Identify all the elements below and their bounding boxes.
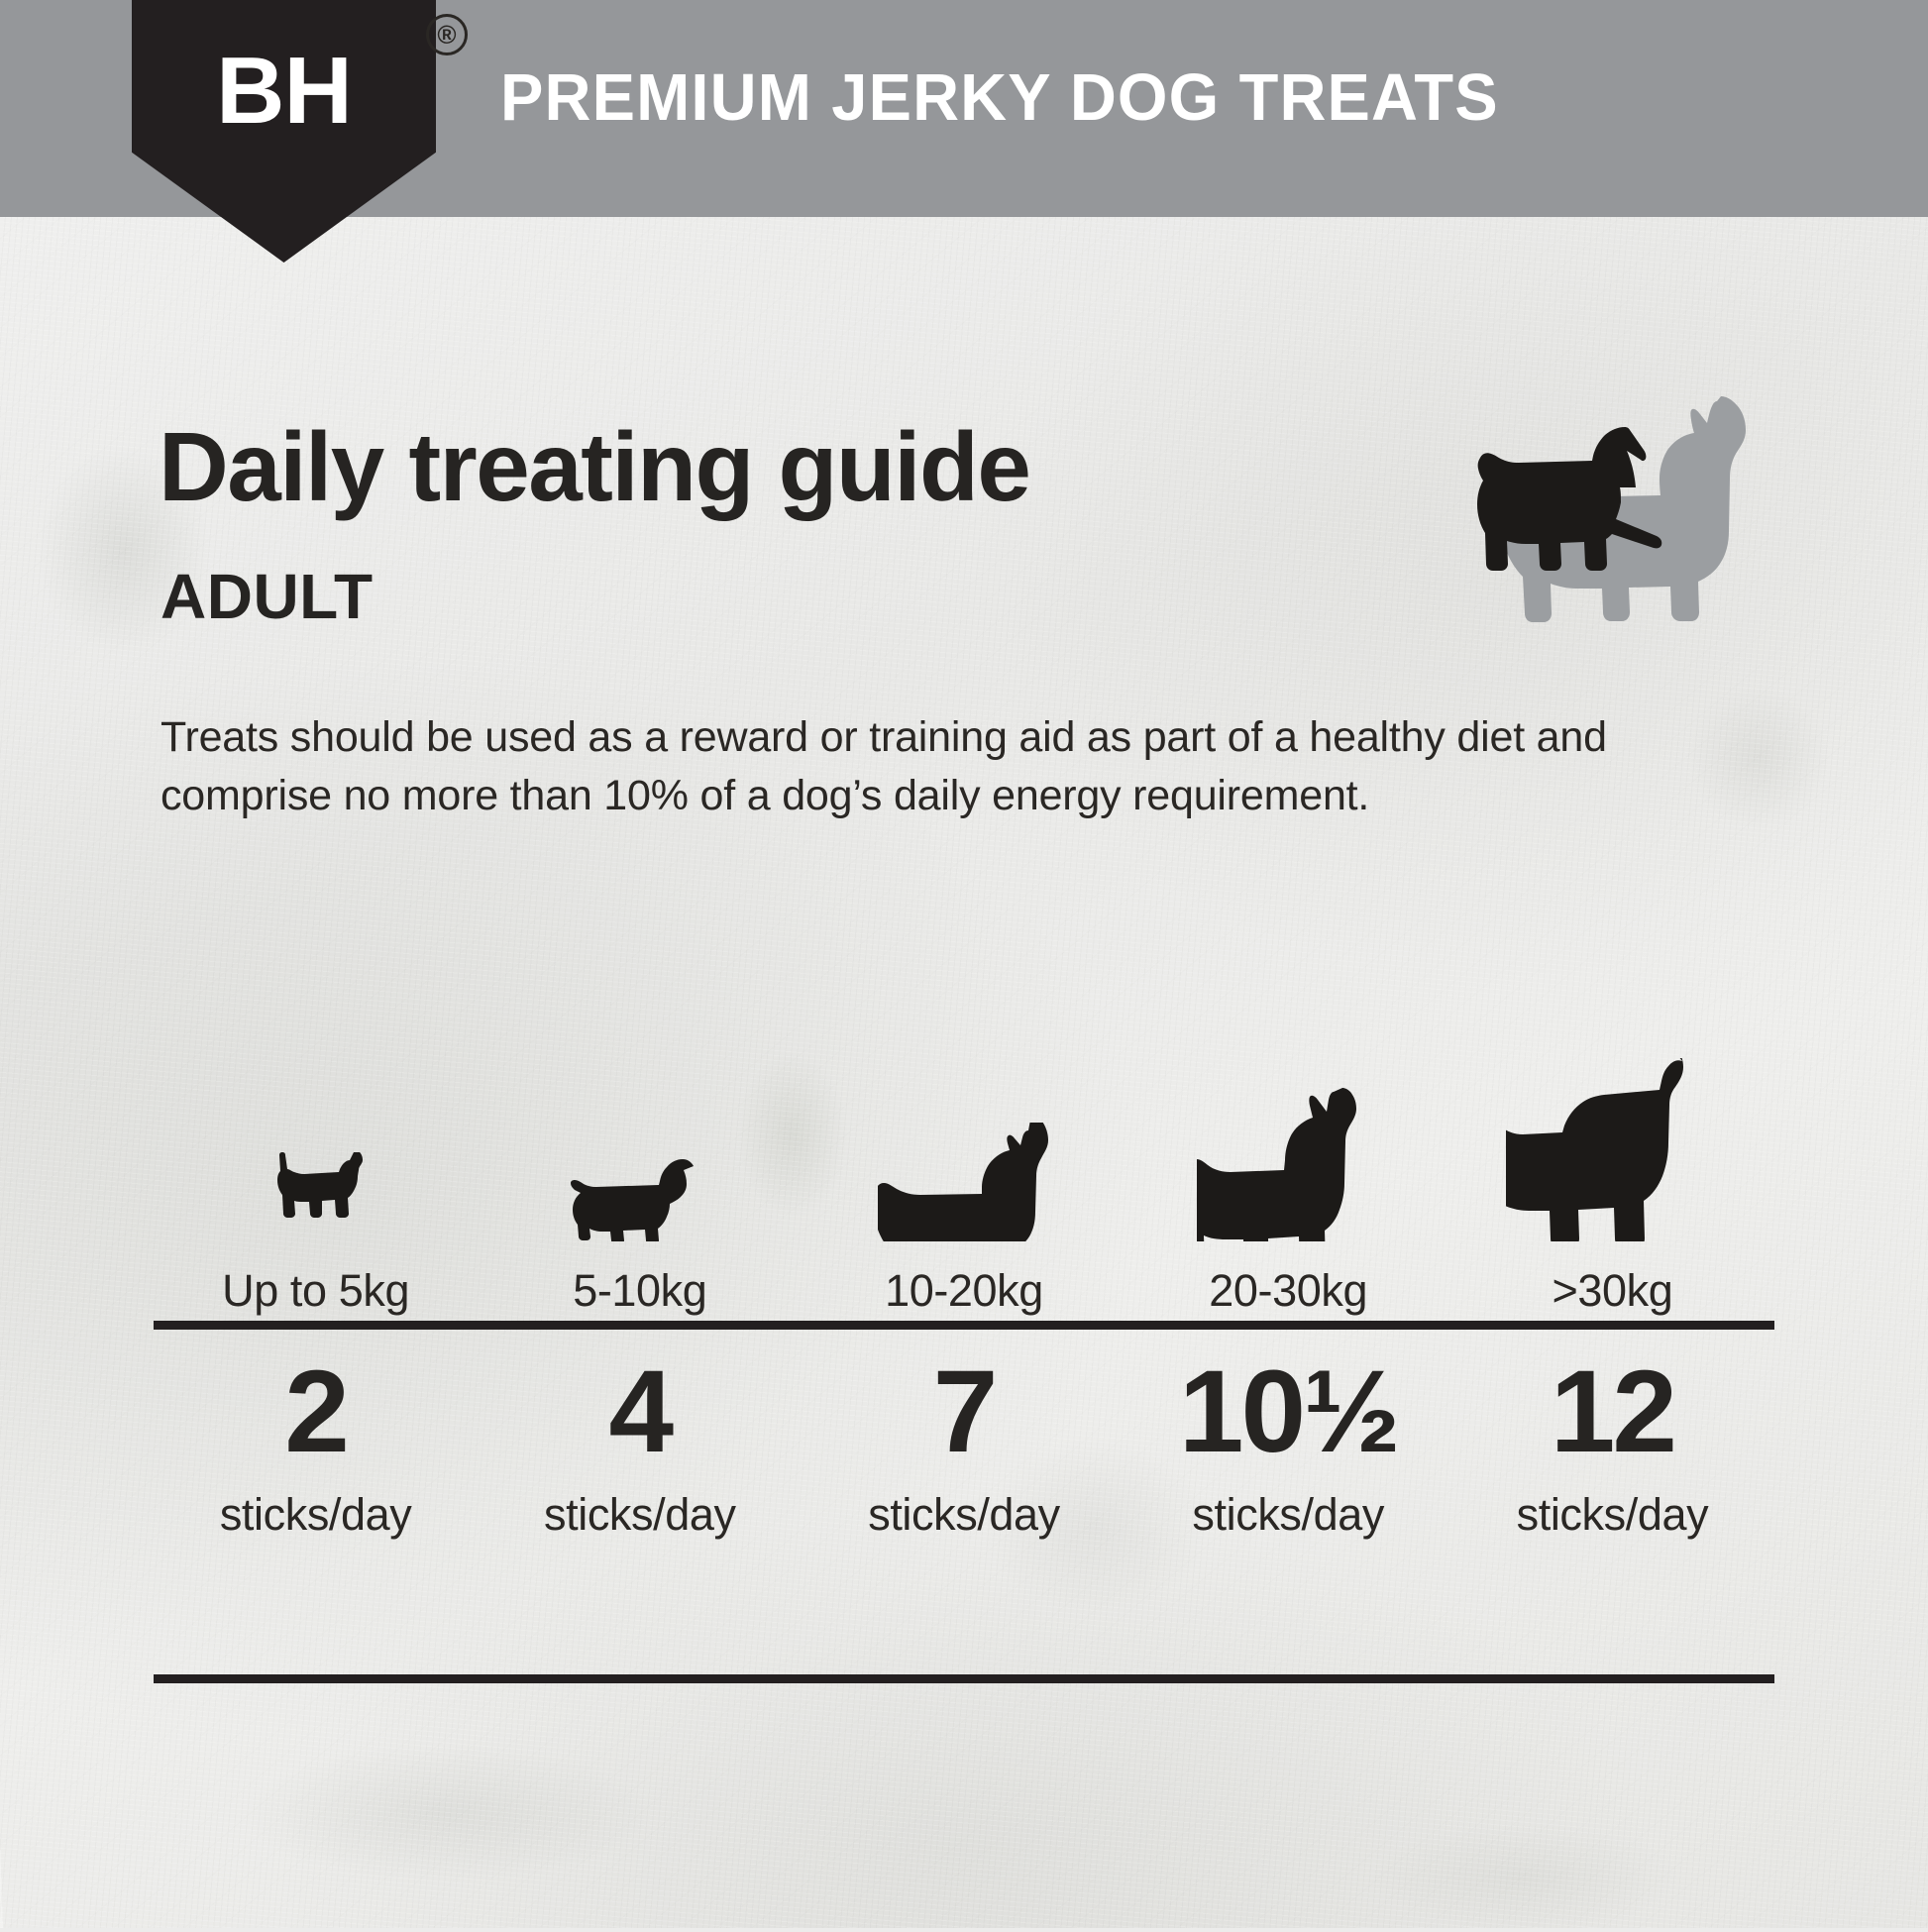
small-dog-silhouette-icon xyxy=(257,1033,375,1241)
table-column-10-20kg: 10-20kg xyxy=(802,1006,1125,1313)
quantity-cell-5-10kg: 4 sticks/day xyxy=(478,1347,802,1537)
quantity-unit-label: sticks/day xyxy=(544,1489,736,1540)
quantity-unit-label: sticks/day xyxy=(1192,1489,1384,1540)
quantity-value: 12 xyxy=(1550,1346,1677,1477)
dachshund-silhouette-icon xyxy=(561,1033,719,1241)
two-dogs-silhouette-icon xyxy=(1451,381,1768,659)
quantity-unit-label: sticks/day xyxy=(1516,1489,1709,1540)
bulldog-silhouette-icon xyxy=(877,1033,1051,1241)
table-column-over-30kg: >30kg xyxy=(1450,1006,1774,1313)
feeding-table: Up to 5kg 5-10kg 10-20kg xyxy=(154,1006,1774,1313)
quantity-cell-over-30kg: 12 sticks/day xyxy=(1450,1347,1774,1537)
weight-range-label: 20-30kg xyxy=(1209,1265,1368,1316)
weight-range-label: >30kg xyxy=(1552,1265,1673,1316)
weight-range-label: 5-10kg xyxy=(573,1265,707,1316)
quantity-cell-10-20kg: 7 sticks/day xyxy=(802,1347,1125,1537)
quantity-value: 10½ xyxy=(1178,1346,1401,1477)
table-column-5-10kg: 5-10kg xyxy=(478,1006,802,1313)
quantity-value: 4 xyxy=(608,1346,674,1477)
large-dog-silhouette-icon xyxy=(1505,1033,1719,1241)
guide-description: Treats should be used as a reward or tra… xyxy=(161,713,1607,819)
weight-range-label: 10-20kg xyxy=(885,1265,1043,1316)
medium-dog-silhouette-icon xyxy=(1196,1033,1380,1241)
brand-logo-text: BH xyxy=(216,38,353,144)
weight-range-label: Up to 5kg xyxy=(222,1265,410,1316)
table-column-20-30kg: 20-30kg xyxy=(1126,1006,1450,1313)
life-stage-subtitle: ADULT xyxy=(161,561,374,632)
table-column-up-to-5kg: Up to 5kg xyxy=(154,1006,478,1313)
quantity-unit-label: sticks/day xyxy=(219,1489,412,1540)
header-title: PREMIUM JERKY DOG TREATS xyxy=(500,60,1499,135)
table-divider-top xyxy=(154,1321,1774,1330)
quantity-value: 7 xyxy=(932,1346,999,1477)
registered-trademark-icon: ® xyxy=(426,14,468,55)
quantity-row: 2 sticks/day 4 sticks/day 7 sticks/day 1… xyxy=(154,1347,1774,1537)
quantity-value: 2 xyxy=(284,1346,350,1477)
quantity-cell-20-30kg: 10½ sticks/day xyxy=(1126,1347,1450,1537)
quantity-cell-up-to-5kg: 2 sticks/day xyxy=(154,1347,478,1537)
page-title: Daily treating guide xyxy=(159,412,1031,521)
table-divider-bottom xyxy=(154,1674,1774,1683)
quantity-unit-label: sticks/day xyxy=(868,1489,1060,1540)
dog-size-row: Up to 5kg 5-10kg 10-20kg xyxy=(154,1006,1774,1313)
